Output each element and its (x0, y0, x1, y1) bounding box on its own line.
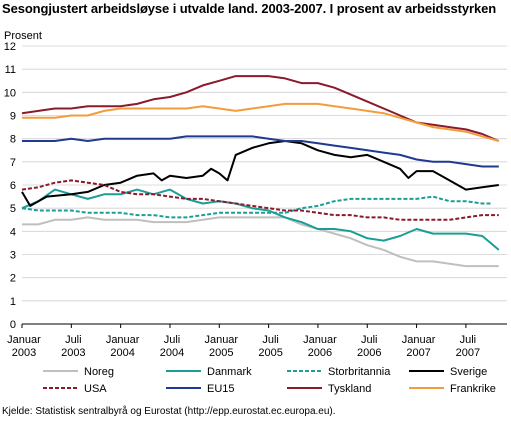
x-tick-label: Juli (164, 334, 181, 346)
series-line-danmark (21, 188, 500, 251)
series-line-noreg (22, 216, 499, 268)
y-tick-label: 2 (10, 273, 16, 285)
x-tick-label: Juli (65, 334, 82, 346)
series-line-usa (21, 179, 499, 221)
x-tick-label: 2004 (110, 347, 134, 359)
x-tick-label: Januar (106, 334, 140, 346)
x-axis-ticks: Januar2003Juli2003Januar2004Juli2004Janu… (7, 324, 480, 359)
x-tick-label: 2003 (61, 347, 85, 359)
legend: Noreg Danmark Storbritannia Sverige USA EU15 T… (43, 366, 496, 395)
grid-lines (22, 45, 507, 325)
legend-label: Frankrike (450, 383, 496, 395)
series-line-tyskland (21, 75, 500, 142)
x-tick-label: 2007 (406, 347, 430, 359)
legend-label: USA (84, 383, 107, 395)
series-line-sverige (21, 140, 499, 207)
chart-title: Sesongjustert arbeidsløyse i utvalde lan… (2, 1, 497, 16)
y-tick-label: 4 (10, 226, 16, 238)
y-tick-label: 8 (10, 134, 16, 146)
legend-label: Storbritannia (328, 366, 391, 378)
x-tick-label: 2004 (160, 347, 184, 359)
y-tick-label: 10 (4, 87, 16, 99)
y-tick-label: 5 (10, 203, 16, 215)
x-tick-label: Juli (262, 334, 279, 346)
x-tick-label: 2006 (357, 347, 381, 359)
y-tick-label: 7 (10, 157, 16, 169)
y-tick-label: 12 (4, 41, 16, 53)
legend-label: Tyskland (328, 383, 371, 395)
y-tick-label: 0 (10, 319, 16, 331)
x-tick-label: Januar (204, 334, 238, 346)
x-tick-label: 2005 (258, 347, 282, 359)
x-tick-label: Januar (303, 334, 337, 346)
x-tick-label: 2006 (308, 347, 332, 359)
legend-label: Noreg (84, 366, 114, 378)
x-tick-label: Januar (7, 334, 41, 346)
x-tick-label: Juli (460, 334, 477, 346)
x-tick-label: Januar (402, 334, 436, 346)
x-tick-label: 2007 (456, 347, 480, 359)
y-tick-label: 1 (10, 296, 16, 308)
y-axis-label: Prosent (4, 30, 42, 42)
series-lines (21, 75, 500, 268)
x-tick-label: 2003 (12, 347, 36, 359)
source-note: Kjelde: Statistisk sentralbyrå og Eurost… (2, 406, 336, 417)
y-tick-label: 11 (5, 64, 16, 76)
series-line-eu15 (22, 135, 499, 168)
legend-label: Sverige (450, 366, 487, 378)
y-tick-label: 3 (10, 250, 16, 262)
series-line-frankrike (22, 102, 500, 142)
legend-label: Danmark (207, 366, 252, 378)
series-line-storbritannia (21, 195, 491, 219)
x-tick-label: 2005 (209, 347, 233, 359)
legend-label: EU15 (207, 383, 235, 395)
y-tick-label: 6 (10, 180, 16, 192)
x-tick-label: Juli (361, 334, 378, 346)
y-tick-label: 9 (10, 111, 16, 123)
